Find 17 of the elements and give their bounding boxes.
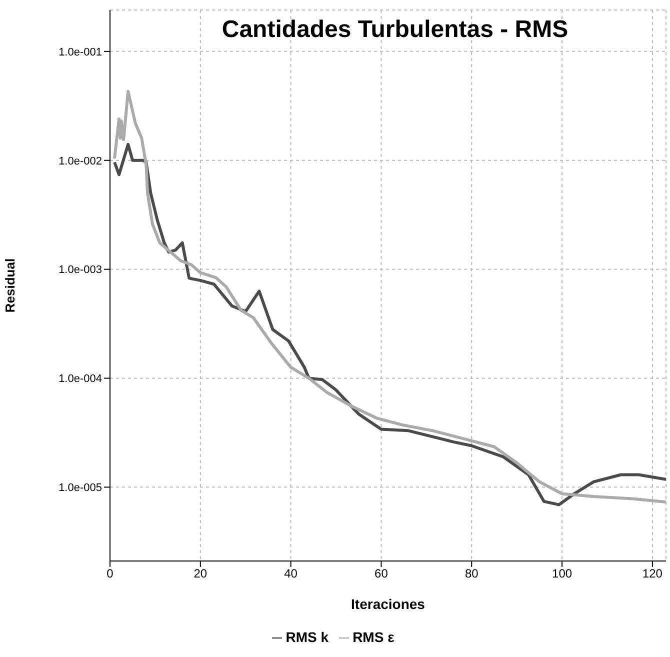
x-tick-label: 80: [464, 566, 479, 581]
x-tick-label: 20: [194, 566, 208, 581]
y-tick-label: 1.0e-005: [58, 482, 102, 494]
legend-label: RMS k: [286, 629, 329, 645]
x-axis-title: Iteraciones: [351, 596, 426, 612]
y-tick-label: 1.0e-004: [58, 373, 102, 386]
chart-title: Cantidades Turbulentas - RMS: [220, 16, 570, 44]
x-tick-label: 100: [552, 566, 572, 581]
y-tick-label: 1.0e-001: [58, 46, 102, 58]
x-tick-label: 60: [374, 566, 388, 581]
x-tick-label: 40: [284, 566, 298, 581]
x-tick-label: 0: [106, 566, 114, 581]
x-tick-label: 120: [642, 566, 663, 581]
y-tick-label: 1.0e-002: [58, 155, 102, 168]
y-tick-label: 1.0e-003: [58, 264, 102, 276]
y-axis-title: Residual: [2, 258, 18, 313]
legend-label: RMS ε: [352, 629, 394, 645]
